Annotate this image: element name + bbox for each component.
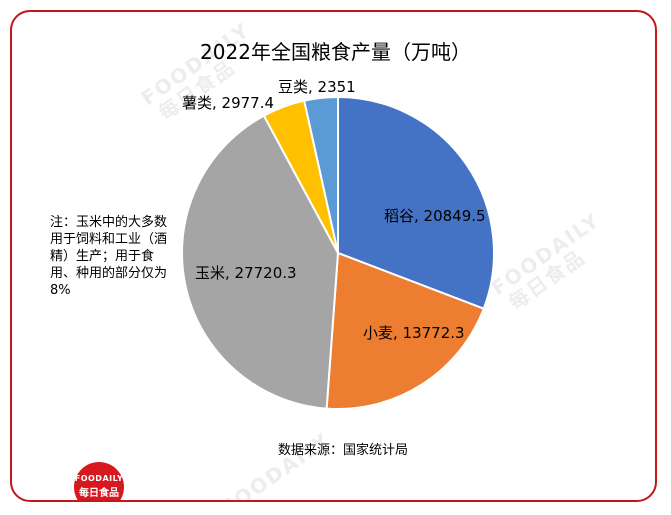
logo-text-cn: 每日食品 <box>79 488 119 499</box>
chart-title: 2022年全国粮食产量（万吨） <box>200 40 471 64</box>
slice-label-4: 薯类, 2977.4 <box>182 94 274 112</box>
pie-slice-2 <box>325 251 486 410</box>
logo-text-en: FOODAILY <box>74 474 124 483</box>
chart-frame: FOODAILY 每日食品 FOODAILY 每日食品 FOODAILY 202… <box>10 10 657 502</box>
slice-label-5: 豆类, 2351 <box>278 78 356 96</box>
pie-slice-3 <box>181 114 340 410</box>
foodaily-logo: FOODAILY 每日食品 <box>74 462 124 500</box>
pie-chart: 稻谷, 20849.5 小麦, 13772.3 玉米, 27720.3 薯类, 297… <box>181 78 495 410</box>
data-source: 数据来源：国家统计局 <box>278 443 409 458</box>
pie-slice-1 <box>337 95 495 310</box>
slice-label-1: 稻谷, 20849.5 <box>384 207 486 225</box>
pie-slice-5 <box>303 95 339 254</box>
slice-label-3: 玉米, 27720.3 <box>195 264 297 282</box>
slice-label-2: 小麦, 13772.3 <box>363 324 465 342</box>
footnote: 注：玉米中的大多数用于饲料和工业（酒精）生产；用于食用、种用的部分仅为8% <box>50 215 168 298</box>
